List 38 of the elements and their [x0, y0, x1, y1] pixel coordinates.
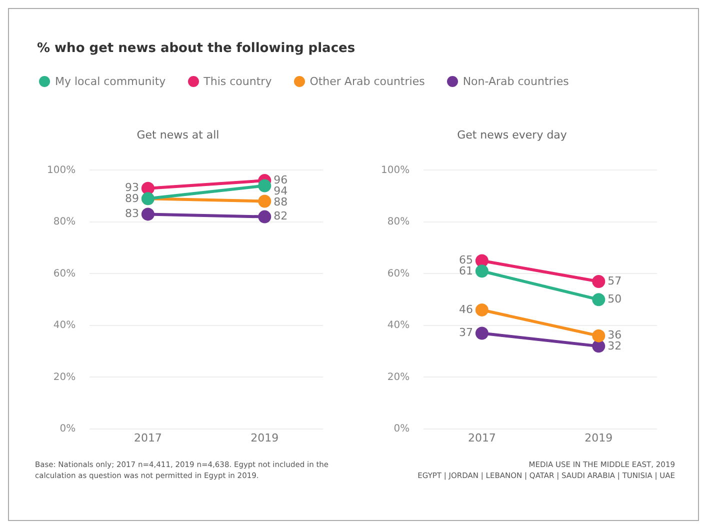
- y-tick-label: 100%: [46, 164, 76, 176]
- x-tick-label: 2019: [250, 431, 279, 444]
- legend-label: Non-Arab countries: [462, 75, 569, 88]
- legend-label: My local community: [54, 75, 166, 88]
- x-tick-label: 2017: [134, 431, 162, 444]
- y-tick-label: 60%: [387, 268, 410, 280]
- x-tick-label: 2017: [468, 431, 496, 444]
- y-tick-label: 0%: [60, 424, 76, 435]
- y-tick-label: 40%: [387, 320, 410, 332]
- data-label: 61: [458, 264, 473, 278]
- data-label: 82: [274, 210, 288, 223]
- data-label: 89: [124, 192, 139, 206]
- chart-subtitle: Get news at all: [136, 128, 220, 142]
- data-label: 46: [458, 302, 473, 316]
- y-tick-label: 80%: [387, 216, 410, 228]
- y-tick-label: 20%: [387, 372, 410, 383]
- chart-title: % who get news about the following places: [37, 41, 356, 56]
- data-label: 36: [608, 328, 622, 342]
- data-label: 96: [274, 173, 288, 186]
- y-tick-label: 60%: [53, 268, 76, 280]
- chart-title: Get news every day: [457, 128, 568, 142]
- data-label: 57: [608, 274, 622, 288]
- y-tick-label: 80%: [53, 216, 76, 228]
- y-tick-label: 40%: [53, 320, 76, 332]
- x-tick-label: 2019: [584, 431, 613, 444]
- y-tick-label: 0%: [394, 424, 410, 435]
- data-label: 88: [274, 195, 288, 208]
- y-tick-label: 20%: [53, 372, 76, 383]
- data-label: 50: [608, 292, 622, 306]
- data-label: 65: [458, 254, 473, 267]
- data-label: 83: [124, 207, 139, 220]
- data-label: 32: [608, 340, 622, 353]
- y-tick-label: 100%: [380, 164, 410, 176]
- data-label: 37: [458, 326, 473, 340]
- data-label: 93: [124, 181, 139, 194]
- legend-label: Other Arab countries: [308, 75, 425, 88]
- legend-label: This country: [202, 75, 272, 88]
- data-label: 94: [274, 184, 288, 198]
